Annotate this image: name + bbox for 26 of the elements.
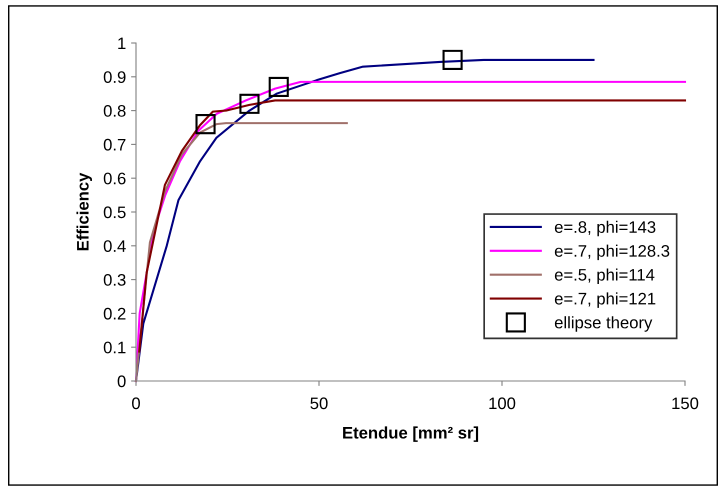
y-axis-title: Efficiency — [76, 172, 92, 250]
legend-label: e=.8, phi=143 — [554, 220, 656, 236]
point — [268, 76, 289, 98]
y-tick-label: 0 — [118, 375, 126, 388]
y-tick-label: 0.1 — [104, 342, 126, 354]
y-tick-label: 0.4 — [104, 240, 126, 252]
y-tick-label: 0.5 — [104, 206, 126, 218]
y-tick-label: 0.3 — [104, 274, 126, 286]
legend-label: e=.7, phi=128.3 — [554, 244, 670, 260]
legend-label: e=.7, phi=121 — [554, 292, 656, 308]
y-tick-label: 0.6 — [104, 172, 126, 184]
point — [195, 114, 216, 134]
y-tick-label: 0.2 — [104, 308, 126, 320]
x-axis-title: Etendue [mm² sr] — [343, 426, 478, 442]
y-tick-label: 1 — [118, 38, 126, 50]
x-tick-label: 0 — [132, 397, 140, 410]
legend-label: ellipse theory — [554, 316, 652, 332]
y-tick-label: 0.7 — [104, 138, 126, 151]
point — [442, 50, 463, 70]
x-tick-label: 100 — [489, 397, 516, 410]
legend-label: e=.5, phi=114 — [554, 268, 654, 284]
y-tick-label: 0.8 — [104, 105, 126, 117]
x-tick-label: 150 — [672, 397, 698, 410]
y-tick-label: 0.9 — [104, 71, 126, 84]
point — [239, 94, 260, 114]
x-tick-label: 50 — [310, 397, 328, 410]
